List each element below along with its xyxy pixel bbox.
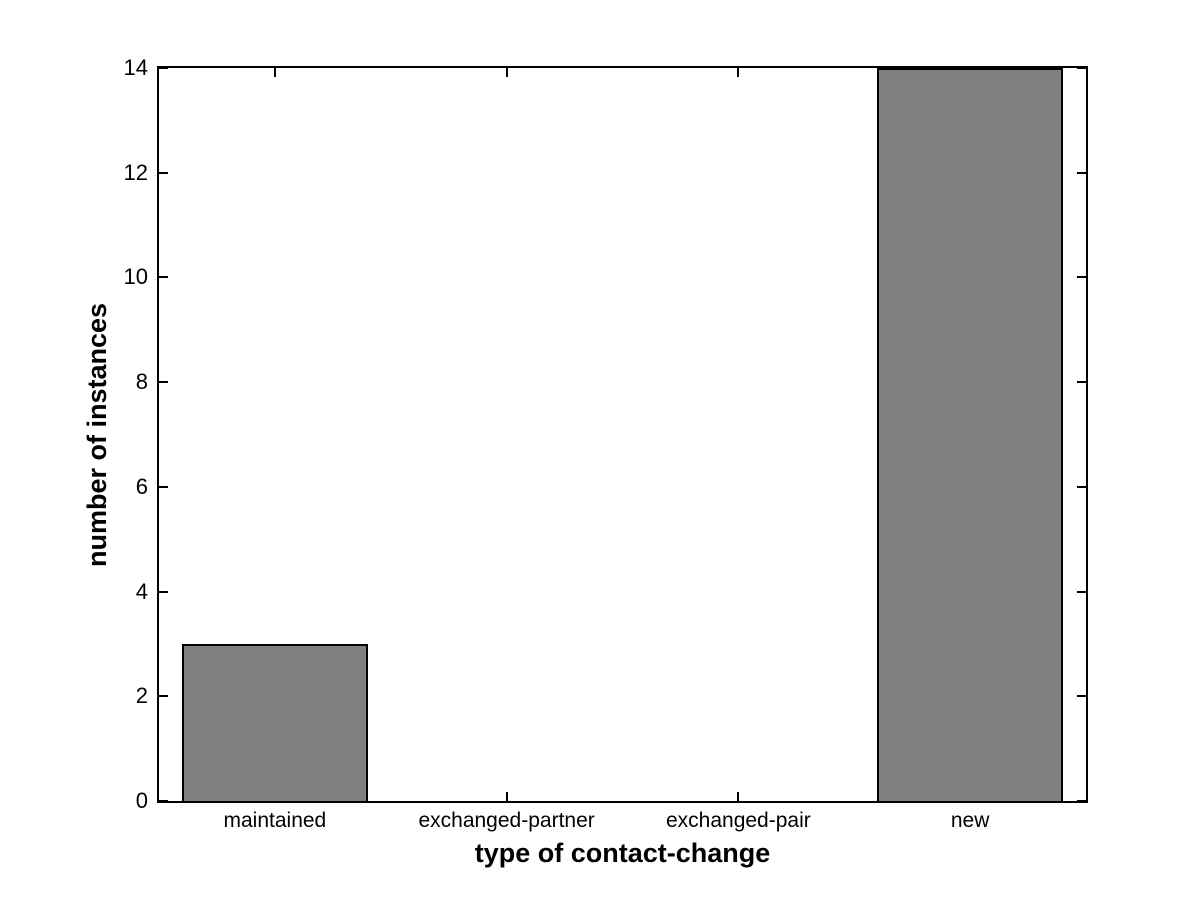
- x-tick-label: new: [950, 809, 990, 832]
- y-tick-right: [1077, 276, 1086, 279]
- y-tick-right: [1077, 171, 1086, 174]
- y-axis-title: number of instances: [82, 302, 112, 568]
- plot-area: 0 2 4 6 8 10 12 14 maintained exchanged-partner ex…: [124, 56, 1086, 832]
- bar-maintained: [182, 643, 368, 801]
- y-tick-right: [1077, 800, 1086, 802]
- y-tick-right: [1077, 381, 1086, 384]
- y-tick-label: 2: [135, 683, 148, 709]
- y-tick-left: [159, 171, 168, 174]
- y-tick-left: [159, 276, 168, 279]
- y-tick-right: [1077, 695, 1086, 698]
- y-tick-right: [1077, 590, 1086, 593]
- y-tick-left: [159, 67, 168, 69]
- y-tick-right: [1077, 485, 1086, 488]
- y-tick-left: [159, 485, 168, 488]
- x-tick-top: [737, 68, 740, 77]
- y-tick-label: 10: [123, 264, 148, 290]
- y-tick-left: [159, 800, 168, 802]
- x-tick-top: [505, 68, 508, 77]
- x-tick-bottom: [737, 792, 740, 801]
- y-tick-left: [159, 381, 168, 384]
- plot-box: 0 2 4 6 8 10 12 14 maintained exchanged-partner ex…: [124, 56, 1088, 832]
- y-tick-label: 8: [135, 369, 148, 395]
- x-tick-top: [273, 68, 276, 77]
- x-tick-label: maintained: [223, 809, 327, 832]
- x-tick-label: exchanged-pair: [665, 809, 811, 832]
- y-tick-left: [159, 590, 168, 593]
- y-tick-label: 14: [123, 55, 148, 80]
- bar-new: [877, 68, 1063, 801]
- y-tick-label: 0: [135, 788, 148, 813]
- x-axis-title: type of contact-change: [474, 838, 771, 868]
- y-tick-label: 12: [123, 159, 148, 185]
- x-tick-label: exchanged-partner: [418, 809, 595, 832]
- y-tick-left: [159, 695, 168, 698]
- y-tick-label: 6: [135, 473, 148, 499]
- x-tick-bottom: [505, 792, 508, 801]
- y-tick-right: [1077, 67, 1086, 69]
- y-tick-label: 4: [135, 578, 148, 604]
